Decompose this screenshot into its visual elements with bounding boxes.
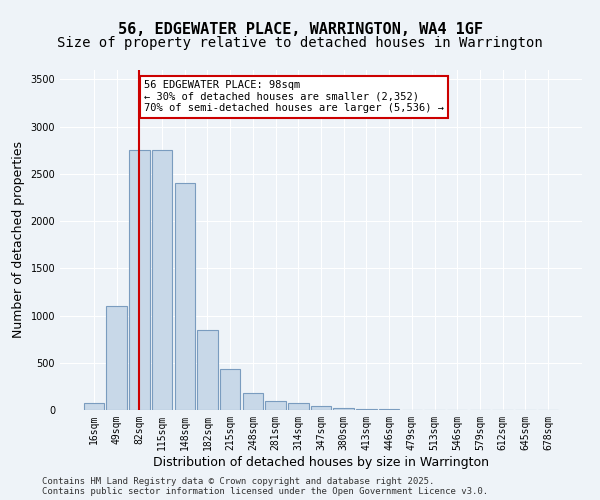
Bar xyxy=(356,409,377,410)
Text: Size of property relative to detached houses in Warrington: Size of property relative to detached ho… xyxy=(57,36,543,50)
Bar xyxy=(334,408,354,410)
Bar xyxy=(106,306,127,410)
Y-axis label: Number of detached properties: Number of detached properties xyxy=(12,142,25,338)
Bar xyxy=(311,406,331,410)
Bar xyxy=(242,394,263,410)
Text: 56 EDGEWATER PLACE: 98sqm
← 30% of detached houses are smaller (2,352)
70% of se: 56 EDGEWATER PLACE: 98sqm ← 30% of detac… xyxy=(144,80,444,114)
Bar xyxy=(175,184,195,410)
Bar xyxy=(220,370,241,410)
Bar xyxy=(129,150,149,410)
Bar xyxy=(288,403,308,410)
Bar xyxy=(152,150,172,410)
Bar xyxy=(84,403,104,410)
X-axis label: Distribution of detached houses by size in Warrington: Distribution of detached houses by size … xyxy=(153,456,489,468)
Bar xyxy=(265,400,286,410)
Text: Contains public sector information licensed under the Open Government Licence v3: Contains public sector information licen… xyxy=(42,488,488,496)
Text: Contains HM Land Registry data © Crown copyright and database right 2025.: Contains HM Land Registry data © Crown c… xyxy=(42,478,434,486)
Bar xyxy=(197,330,218,410)
Text: 56, EDGEWATER PLACE, WARRINGTON, WA4 1GF: 56, EDGEWATER PLACE, WARRINGTON, WA4 1GF xyxy=(118,22,482,38)
